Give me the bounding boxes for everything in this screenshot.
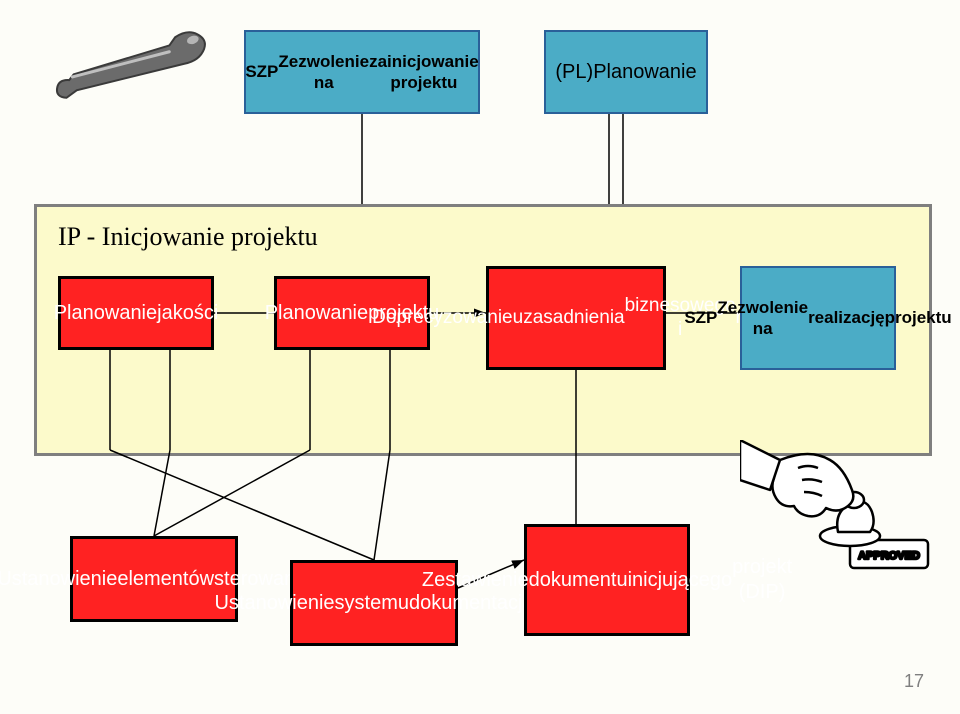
- assemble-dip-box: Zestawieniedokumentuinicjującegoprojekt …: [524, 524, 690, 636]
- pl-planning-box: (PL)Planowanie: [544, 30, 708, 114]
- szp-authorize-exec-box: SZPZezwolenie narealizacjęprojektu: [740, 266, 896, 370]
- quality-planning-box: Planowaniejakości: [58, 276, 214, 350]
- refine-business-case-box: Doprecyzowanieuzasadnieniabiznesowego ir…: [486, 266, 666, 370]
- svg-text:APPROVED: APPROVED: [858, 550, 920, 562]
- szp-authorize-init-box: SZPZezwolenie nazainicjowanie projektu: [244, 30, 480, 114]
- wrench-icon: [46, 20, 216, 100]
- page-number: 17: [904, 671, 924, 692]
- setup-controls-box: Ustanowienieelementówsterowania: [70, 536, 238, 622]
- frame-title: IP - Inicjowanie projektu: [58, 222, 318, 252]
- slide: APPROVED IP - Inicjowanie projektu SZPZe…: [0, 0, 960, 714]
